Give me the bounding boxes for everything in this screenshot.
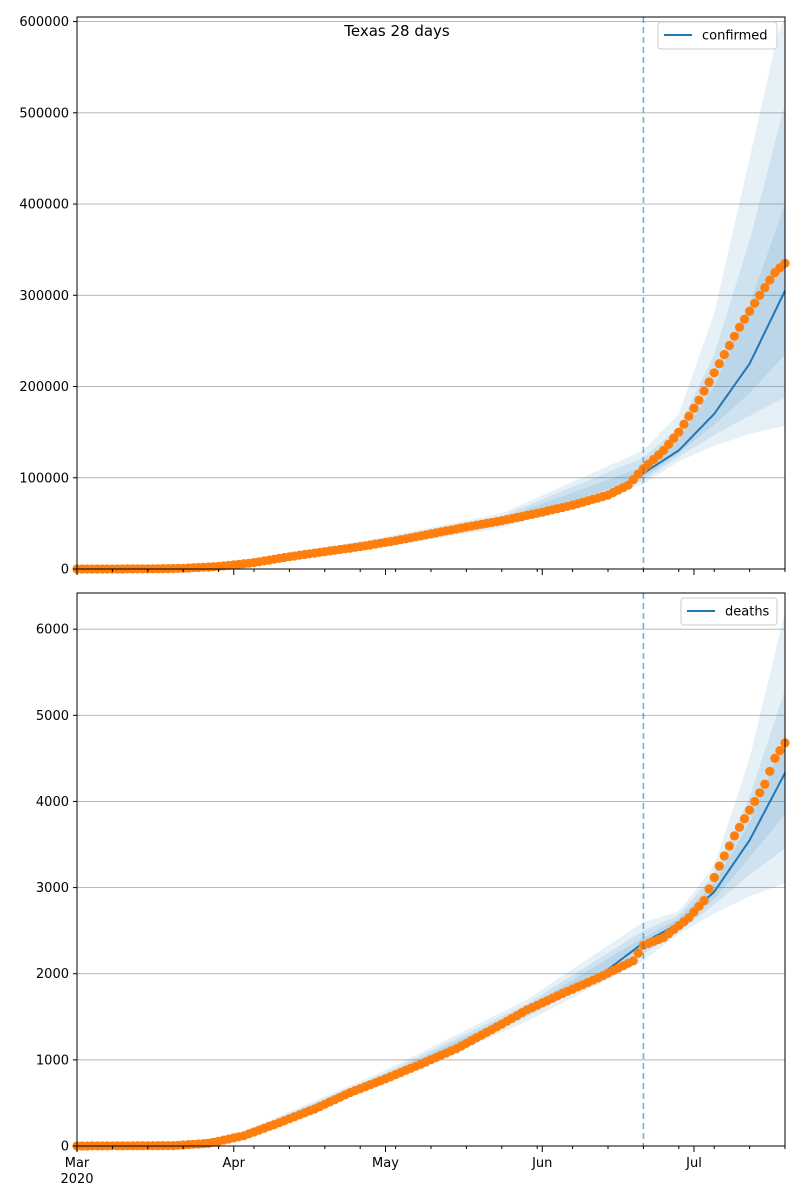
confirmed-observed-point: [719, 350, 729, 360]
deaths-observed-point: [770, 753, 780, 764]
confirmed-observed-point: [755, 290, 765, 300]
confirmed-y-tick-label: 200000: [19, 380, 69, 395]
confirmed-observed-point: [689, 403, 699, 413]
confirmed-observed-point: [750, 298, 760, 308]
deaths-observed-point: [750, 796, 760, 807]
figure-title: Texas 28 days: [343, 22, 450, 40]
deaths-observed-point: [719, 851, 729, 861]
confirmed-observed-point: [669, 433, 679, 443]
deaths-observed-point: [739, 814, 750, 824]
confirmed-observed-point: [739, 314, 750, 324]
confirmed-observed-point: [729, 331, 740, 341]
deaths-y-tick-label: 1000: [36, 1053, 69, 1068]
deaths-observed-point: [628, 956, 638, 966]
confirmed-observed-point: [745, 306, 755, 316]
confirmed-x-axis: [76, 569, 786, 575]
confirmed-observed-point: [709, 368, 719, 378]
confirmed-observed-points: [72, 258, 790, 574]
x-tick-label: May: [372, 1156, 399, 1171]
deaths-y-tick-label: 6000: [36, 623, 69, 638]
deaths-observed-point: [775, 746, 785, 756]
confirmed-y-tick-label: 400000: [19, 198, 69, 213]
confirmed-legend-box: [657, 21, 778, 50]
confirmed-observed-point: [704, 377, 714, 387]
deaths-legend-box: [680, 597, 778, 626]
deaths-observed-point: [755, 788, 765, 798]
x-tick-label: Jun: [531, 1156, 552, 1171]
x-tick-year-label: 2020: [60, 1172, 93, 1187]
deaths-observed-point: [699, 895, 709, 906]
confirmed-observed-point: [760, 283, 770, 293]
confirmed-observed-point: [724, 340, 735, 351]
confirmed-y-axis: 0 100000 200000 300000 400000 500000 600000: [19, 15, 77, 578]
deaths-y-axis: 0 1000 2000 3000 4000 5000 6000: [36, 623, 77, 1155]
deaths-observed-point: [734, 822, 745, 832]
confirmed-observed-point: [664, 439, 674, 449]
deaths-legend-label: deaths: [725, 605, 770, 620]
deaths-observed-point: [714, 861, 724, 871]
deaths-observed-point: [729, 831, 740, 841]
confirmed-y-tick-label: 600000: [19, 15, 69, 30]
x-tick-label: Mar: [65, 1156, 90, 1171]
confirmed-observed-point: [659, 445, 669, 455]
confirmed-bands: [218, 17, 786, 568]
confirmed-legend-label: confirmed: [702, 29, 768, 44]
deaths-observed-point: [724, 841, 735, 851]
confirmed-observed-point: [679, 419, 689, 429]
confirmed-observed-point: [674, 427, 684, 437]
confirmed-y-tick-label: 0: [61, 563, 69, 578]
confirmed-uncertainty-band: [218, 204, 786, 567]
confirmed-legend: confirmed: [657, 21, 778, 50]
deaths-observed-points: [72, 738, 790, 1151]
deaths-observed-point: [760, 779, 770, 789]
x-tick-label: Jul: [685, 1156, 702, 1171]
deaths-observed-point: [704, 884, 714, 894]
confirmed-grid: [77, 21, 785, 570]
deaths-observed-point: [633, 948, 643, 958]
confirmed-y-tick-label: 300000: [19, 289, 69, 304]
deaths-y-tick-label: 3000: [36, 881, 69, 896]
deaths-legend: deaths: [680, 597, 778, 626]
x-tick-label: Apr: [223, 1156, 246, 1171]
deaths-y-tick-label: 0: [61, 1140, 69, 1155]
deaths-observed-point: [765, 766, 775, 776]
deaths-observed-point: [745, 805, 755, 815]
confirmed-observed-point: [734, 322, 745, 332]
deaths-y-tick-label: 5000: [36, 709, 69, 724]
deaths-observed-point: [709, 872, 719, 883]
confirmed-y-tick-label: 500000: [19, 106, 69, 121]
confirmed-observed-point: [684, 411, 694, 421]
confirmed-panel: 0 100000 200000 300000 400000 500000 600000 Te…: [19, 15, 790, 578]
deaths-y-tick-label: 4000: [36, 795, 69, 810]
confirmed-y-tick-label: 100000: [19, 471, 69, 486]
confirmed-observed-point: [765, 275, 775, 285]
deaths-y-tick-label: 2000: [36, 967, 69, 982]
confirmed-observed-point: [714, 359, 724, 369]
confirmed-observed-point: [694, 395, 704, 405]
confirmed-observed-point: [699, 386, 709, 396]
